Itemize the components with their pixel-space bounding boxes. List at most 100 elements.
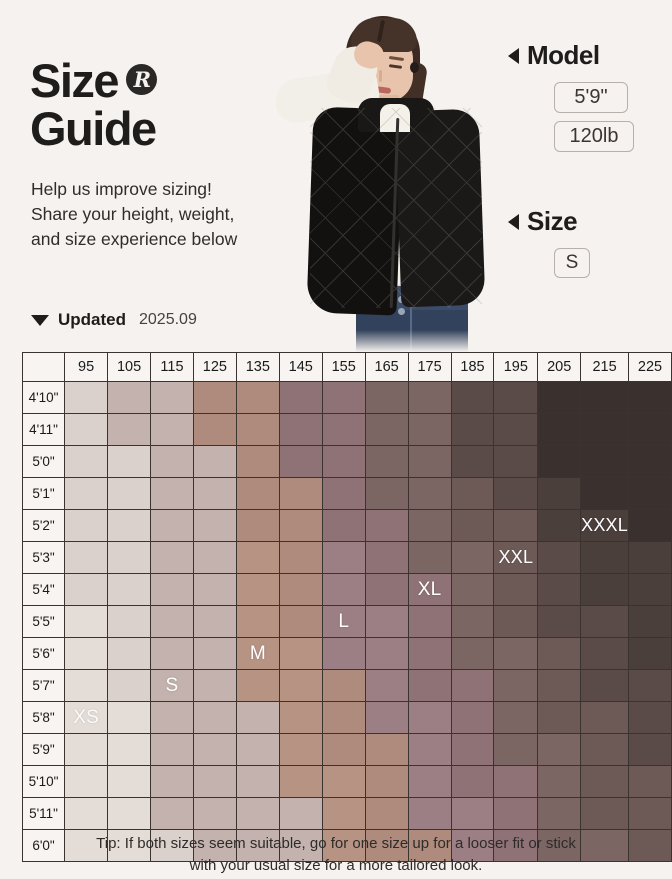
grid-cell-57-185[interactable] — [450, 669, 495, 702]
grid-cell-52-175[interactable] — [407, 509, 452, 542]
grid-cell-60-115[interactable] — [150, 829, 194, 862]
grid-cell-411-125[interactable] — [192, 413, 237, 446]
grid-cell-57-145[interactable] — [278, 669, 323, 702]
grid-cell-50-175[interactable] — [407, 445, 452, 478]
grid-cell-58-195[interactable] — [493, 701, 539, 734]
grid-cell-58-205[interactable] — [537, 701, 582, 734]
grid-cell-58-225[interactable] — [627, 701, 672, 734]
grid-cell-410-115[interactable] — [150, 381, 194, 414]
grid-cell-52-155[interactable] — [321, 509, 366, 542]
grid-cell-59-145[interactable] — [278, 733, 323, 766]
grid-cell-57-165[interactable] — [364, 669, 409, 702]
grid-cell-55-135[interactable] — [235, 605, 280, 638]
grid-cell-57-155[interactable] — [321, 669, 366, 702]
grid-cell-52-135[interactable] — [235, 509, 280, 542]
grid-cell-411-95[interactable] — [64, 413, 109, 446]
grid-cell-55-195[interactable] — [493, 605, 539, 638]
grid-cell-57-205[interactable] — [537, 669, 582, 702]
grid-cell-60-165[interactable] — [364, 829, 409, 862]
grid-cell-50-185[interactable] — [450, 445, 495, 478]
grid-cell-55-215[interactable] — [580, 605, 629, 638]
grid-cell-55-185[interactable] — [450, 605, 495, 638]
grid-cell-51-135[interactable] — [235, 477, 280, 510]
grid-cell-51-215[interactable] — [580, 477, 629, 510]
grid-cell-50-125[interactable] — [192, 445, 237, 478]
grid-cell-411-185[interactable] — [450, 413, 495, 446]
grid-cell-51-195[interactable] — [493, 477, 539, 510]
grid-cell-59-195[interactable] — [493, 733, 539, 766]
grid-cell-411-215[interactable] — [580, 413, 629, 446]
grid-cell-51-175[interactable] — [407, 477, 452, 510]
grid-cell-60-215[interactable] — [580, 829, 629, 862]
grid-cell-52-145[interactable] — [278, 509, 323, 542]
grid-cell-57-105[interactable] — [107, 669, 152, 702]
grid-cell-55-165[interactable] — [364, 605, 409, 638]
grid-cell-511-135[interactable] — [235, 797, 280, 830]
grid-cell-52-105[interactable] — [107, 509, 152, 542]
grid-cell-54-95[interactable] — [64, 573, 109, 606]
grid-cell-410-155[interactable] — [321, 381, 366, 414]
grid-cell-57-215[interactable] — [580, 669, 629, 702]
grid-cell-58-105[interactable] — [107, 701, 152, 734]
grid-cell-60-95[interactable] — [64, 829, 109, 862]
grid-cell-56-185[interactable] — [450, 637, 495, 670]
grid-cell-60-145[interactable] — [278, 829, 323, 862]
grid-cell-56-125[interactable] — [192, 637, 237, 670]
grid-cell-50-205[interactable] — [537, 445, 582, 478]
grid-cell-59-215[interactable] — [580, 733, 629, 766]
grid-cell-411-105[interactable] — [107, 413, 152, 446]
grid-cell-58-135[interactable] — [235, 701, 280, 734]
grid-cell-410-145[interactable] — [278, 381, 323, 414]
grid-cell-410-215[interactable] — [580, 381, 629, 414]
grid-cell-51-125[interactable] — [192, 477, 237, 510]
grid-cell-510-145[interactable] — [278, 765, 323, 798]
grid-cell-411-135[interactable] — [235, 413, 280, 446]
grid-cell-52-195[interactable] — [493, 509, 539, 542]
grid-cell-511-155[interactable] — [321, 797, 366, 830]
grid-cell-50-115[interactable] — [150, 445, 194, 478]
grid-cell-511-95[interactable] — [64, 797, 109, 830]
grid-cell-53-195[interactable]: XXL — [493, 541, 539, 574]
grid-cell-60-185[interactable] — [450, 829, 495, 862]
grid-cell-54-205[interactable] — [537, 573, 582, 606]
grid-cell-59-105[interactable] — [107, 733, 152, 766]
grid-cell-56-145[interactable] — [278, 637, 323, 670]
grid-cell-510-115[interactable] — [150, 765, 194, 798]
grid-cell-58-125[interactable] — [192, 701, 237, 734]
grid-cell-53-115[interactable] — [150, 541, 194, 574]
grid-cell-55-225[interactable] — [627, 605, 672, 638]
grid-cell-56-155[interactable] — [321, 637, 366, 670]
grid-cell-59-135[interactable] — [235, 733, 280, 766]
grid-cell-50-195[interactable] — [493, 445, 539, 478]
grid-cell-410-125[interactable] — [192, 381, 237, 414]
grid-cell-56-225[interactable] — [627, 637, 672, 670]
grid-cell-53-145[interactable] — [278, 541, 323, 574]
grid-cell-411-165[interactable] — [364, 413, 409, 446]
grid-cell-56-215[interactable] — [580, 637, 629, 670]
grid-cell-53-125[interactable] — [192, 541, 237, 574]
grid-cell-53-155[interactable] — [321, 541, 366, 574]
grid-cell-51-95[interactable] — [64, 477, 109, 510]
grid-cell-50-225[interactable] — [627, 445, 672, 478]
grid-cell-410-205[interactable] — [537, 381, 582, 414]
grid-cell-510-215[interactable] — [580, 765, 629, 798]
grid-cell-58-155[interactable] — [321, 701, 366, 734]
grid-cell-411-205[interactable] — [537, 413, 582, 446]
grid-cell-54-185[interactable] — [450, 573, 495, 606]
grid-cell-50-105[interactable] — [107, 445, 152, 478]
grid-cell-54-155[interactable] — [321, 573, 366, 606]
grid-cell-510-105[interactable] — [107, 765, 152, 798]
grid-cell-53-175[interactable] — [407, 541, 452, 574]
grid-cell-54-145[interactable] — [278, 573, 323, 606]
grid-cell-54-105[interactable] — [107, 573, 152, 606]
model-weight-chip[interactable]: 120lb — [554, 121, 634, 152]
grid-cell-511-195[interactable] — [493, 797, 539, 830]
grid-cell-510-175[interactable] — [407, 765, 452, 798]
grid-cell-60-125[interactable] — [192, 829, 237, 862]
grid-cell-511-165[interactable] — [364, 797, 409, 830]
grid-cell-59-205[interactable] — [537, 733, 582, 766]
grid-cell-59-125[interactable] — [192, 733, 237, 766]
grid-cell-55-145[interactable] — [278, 605, 323, 638]
grid-cell-50-145[interactable] — [278, 445, 323, 478]
grid-cell-57-135[interactable] — [235, 669, 280, 702]
